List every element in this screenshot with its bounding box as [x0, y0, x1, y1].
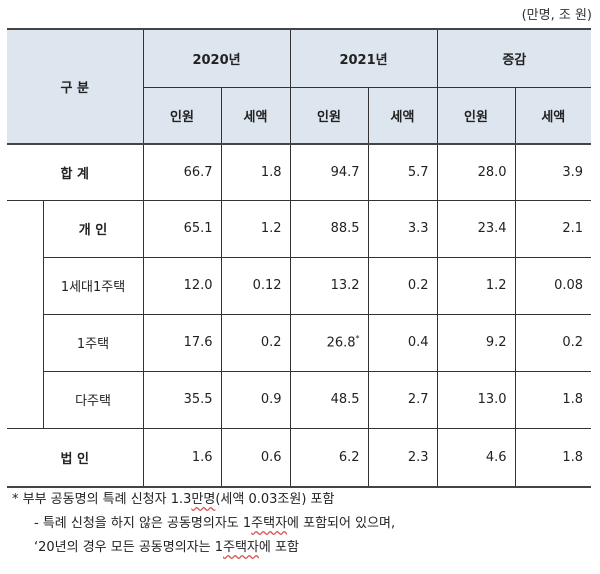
table-row-total: 합 계 66.7 1.8 94.7 5.7 28.0 3.9: [7, 144, 592, 201]
cell: 9.2: [436, 314, 516, 372]
footnote-text: 에 포함: [258, 540, 299, 555]
cell: 2.7: [367, 371, 438, 429]
row-label-one-household: 1세대1주택: [43, 257, 144, 315]
header-persons-change: 인원: [436, 87, 516, 145]
cell: 65.1: [142, 200, 222, 258]
cell: 0.12: [220, 257, 291, 315]
cell: 1.2: [220, 200, 291, 258]
cell: 23.4: [436, 200, 516, 258]
cell-with-mark: 26.8*: [289, 314, 369, 372]
tax-table: 구 분 2020년 2021년 증감 인원 세액 인원 세액 인원 세액 합 계…: [7, 28, 592, 488]
table-row-one-house: 1주택 17.6 0.2 26.8* 0.4 9.2 0.2: [7, 314, 592, 372]
cell: 0.4: [367, 314, 438, 372]
footnote-line-3: ‘20년의 경우 모든 공동명의자는 1주택자에 포함: [12, 536, 395, 560]
cell-value: 26.8: [326, 335, 356, 351]
table-row-one-household: 1세대1주택 12.0 0.12 13.2 0.2 1.2 0.08: [7, 257, 592, 315]
cell: 48.5: [289, 371, 369, 429]
footnote-line-2: - 특례 신청을 하지 않은 공동명의자도 1주택자에 포함되어 있으며,: [12, 512, 395, 536]
cell: 0.08: [514, 257, 592, 315]
footnote-marked-text: 주택자: [223, 540, 259, 555]
header-year-2021: 2021년: [289, 28, 438, 88]
cell: 13.2: [289, 257, 369, 315]
header-tax-2021: 세액: [367, 87, 438, 145]
footnote-mark: *: [355, 334, 360, 344]
footnote-text: 에 포함되어 있으며,: [287, 516, 396, 531]
header-category: 구 분: [7, 28, 144, 145]
header-persons-2020: 인원: [142, 87, 222, 145]
cell: 94.7: [289, 144, 369, 201]
cell: 3.9: [514, 144, 592, 201]
cell: 4.6: [436, 428, 516, 488]
cell: 6.2: [289, 428, 369, 488]
footnote-text: ‘20년의 경우 모든 공동명의자는 1: [34, 540, 223, 555]
footnote-text: (세액 0.03조원) 포함: [215, 492, 335, 507]
header-tax-change: 세액: [514, 87, 592, 145]
cell: 1.8: [514, 428, 592, 488]
cell: 2.1: [514, 200, 592, 258]
cell: 1.6: [142, 428, 222, 488]
cell: 35.5: [142, 371, 222, 429]
cell: 1.2: [436, 257, 516, 315]
row-label-one-house: 1주택: [43, 314, 144, 372]
cell: 28.0: [436, 144, 516, 201]
cell: 1.8: [514, 371, 592, 429]
cell: 5.7: [367, 144, 438, 201]
cell: 13.0: [436, 371, 516, 429]
row-label-total: 합 계: [7, 144, 144, 201]
cell: 0.2: [514, 314, 592, 372]
cell: 0.9: [220, 371, 291, 429]
cell: 12.0: [142, 257, 222, 315]
indent-spacer: [7, 200, 44, 429]
cell: 1.8: [220, 144, 291, 201]
cell: 0.2: [367, 257, 438, 315]
table-row-individual: 개 인 65.1 1.2 88.5 3.3 23.4 2.1: [7, 200, 592, 429]
table-row-corporation: 법 인 1.6 0.6 6.2 2.3 4.6 1.8: [7, 428, 592, 488]
cell: 17.6: [142, 314, 222, 372]
cell: 3.3: [367, 200, 438, 258]
cell: 0.2: [220, 314, 291, 372]
footnote-text: - 특례 신청을 하지 않은 공동명의자도 1: [34, 516, 252, 531]
footnotes: * 부부 공동명의 특례 신청자 1.3만명(세액 0.03조원) 포함 - 특…: [12, 488, 395, 560]
footnote-line-1: * 부부 공동명의 특례 신청자 1.3만명(세액 0.03조원) 포함: [12, 488, 395, 512]
header-change: 증감: [436, 28, 592, 88]
header-tax-2020: 세액: [220, 87, 291, 145]
cell: 0.6: [220, 428, 291, 488]
header-persons-2021: 인원: [289, 87, 369, 145]
cell: 2.3: [367, 428, 438, 488]
unit-label: (만명, 조 원): [521, 8, 592, 23]
cell: 88.5: [289, 200, 369, 258]
footnote-marked-text: 주택자: [251, 516, 288, 531]
table-row-multi-house: 다주택 35.5 0.9 48.5 2.7 13.0 1.8: [7, 371, 592, 429]
footnote-marked-text: 만명: [191, 492, 216, 507]
cell: 66.7: [142, 144, 222, 201]
row-label-individual: 개 인: [43, 200, 144, 258]
footnote-text: * 부부 공동명의 특례 신청자 1.3: [12, 492, 192, 507]
row-label-multi-house: 다주택: [43, 371, 144, 429]
header-year-2020: 2020년: [142, 28, 291, 88]
row-label-corporation: 법 인: [7, 428, 144, 488]
